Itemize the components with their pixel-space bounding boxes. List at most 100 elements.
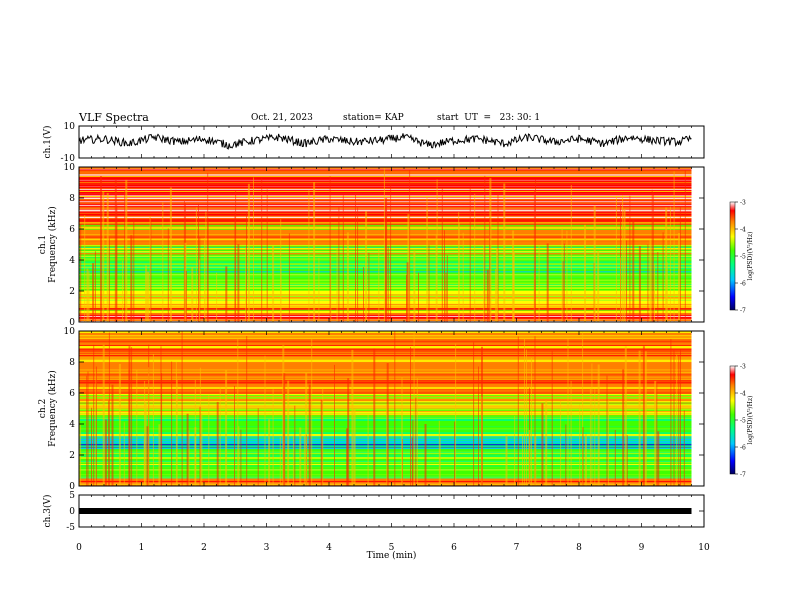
spectrogram-streak (454, 421, 456, 486)
spectrogram-streak (365, 211, 368, 322)
spectrogram-stripe (79, 172, 692, 173)
spectrogram-stripe (79, 483, 692, 485)
spectrogram-streak (102, 191, 105, 322)
spectrogram-stripe (79, 335, 692, 337)
x-axis-title: Time (min) (367, 550, 417, 561)
spectrogram-streak (484, 175, 486, 322)
x-tick-label: 5 (389, 543, 395, 553)
spectrogram-streak (657, 252, 659, 322)
spectrogram-streak (632, 220, 635, 322)
spectrogram-streak (288, 233, 290, 322)
spectrogram-streak (368, 252, 370, 322)
spectrogram-stripe (79, 350, 692, 352)
spectrogram-stripe (79, 429, 692, 431)
spectrogram-streak (654, 264, 655, 322)
spectrogram-streak (647, 244, 649, 322)
spectrogram-stripe (79, 451, 692, 453)
spectrogram-streak (489, 217, 491, 322)
spectrogram-streak (582, 427, 584, 486)
spectrogram-streak (136, 369, 138, 486)
spectrogram-ch1 (79, 167, 704, 322)
spectrogram-streak (570, 185, 572, 322)
spectrogram-stripe (79, 433, 692, 434)
spectrogram-streak (322, 388, 324, 486)
spectrogram-streak (86, 268, 89, 322)
spectrogram-stripe (79, 412, 692, 414)
spectrogram-streak (133, 218, 135, 322)
spectrogram-streak (435, 235, 437, 322)
spectrogram-streak (474, 193, 476, 322)
spectrogram-stripe (79, 457, 692, 459)
spectrogram-streak (436, 179, 438, 322)
spectrogram-streak (406, 262, 409, 322)
spectrogram-streak (410, 346, 411, 486)
spectrogram-streak (264, 355, 266, 486)
spectrogram-streak (158, 424, 161, 486)
spectrogram-streak (351, 349, 354, 486)
spectrogram-stripe (79, 415, 692, 416)
spectrogram-streak (565, 424, 567, 486)
spectrogram-streak (111, 384, 114, 486)
spectrogram-streak (261, 178, 263, 322)
spectrogram-stripe (79, 167, 692, 169)
spectrogram-stripe (79, 450, 692, 451)
spectrogram-stripe (79, 184, 692, 186)
colorbar-tick-label: -7 (740, 472, 746, 479)
spectrogram-streak (162, 202, 164, 322)
spectrogram-stripe (79, 167, 692, 169)
spectrogram-streak (662, 232, 664, 322)
spectrogram-streak (649, 239, 652, 322)
spectrogram-streak (413, 331, 415, 486)
spectrogram-stripe (79, 187, 692, 189)
spectrogram-streak (535, 179, 536, 322)
spectrogram-streak (489, 178, 492, 322)
spectrogram-streak (591, 363, 593, 486)
spectrogram-stripe (79, 443, 692, 445)
y-axis-label: ch.2 (38, 399, 48, 418)
spectrogram-stripe (79, 370, 692, 372)
spectrogram-streak (441, 188, 443, 322)
spectrogram-stripe (79, 171, 692, 173)
spectrogram-stripe (79, 189, 692, 191)
spectrogram-streak (445, 272, 447, 322)
spectrogram-stripe (79, 195, 692, 197)
spectrogram-streak (308, 190, 310, 322)
spectrogram-streak (311, 337, 313, 486)
spectrogram-stripe (79, 437, 692, 439)
spectrogram-streak (205, 211, 207, 322)
colorbar (729, 201, 736, 311)
ch3-waveform-line (79, 508, 692, 514)
spectrogram-streak (185, 270, 187, 322)
spectrogram-streak (346, 428, 349, 486)
spectrogram-stripe (79, 470, 692, 472)
spectrogram-streak (418, 272, 419, 322)
spectrogram-streak (93, 344, 95, 486)
spectrogram-streak (567, 338, 569, 486)
spectrogram-streak (91, 407, 92, 486)
spectrogram-streak (409, 170, 411, 322)
spectrogram-streak (657, 431, 660, 486)
spectrogram-streak (629, 195, 631, 322)
spectrogram-stripe (79, 418, 692, 420)
spectrogram-streak (266, 189, 268, 322)
panel-frame (78, 125, 705, 159)
spectrogram-streak (656, 381, 658, 486)
spectrogram-streak (584, 434, 587, 486)
spectrogram-streak (191, 267, 194, 322)
spectrogram-streak (522, 435, 523, 486)
spectrogram-streak (175, 362, 177, 486)
spectrogram-streak (615, 196, 617, 322)
spectrogram-streak (446, 255, 448, 322)
spectrogram-stripe (79, 455, 692, 457)
spectrogram-stripe (79, 459, 692, 461)
spectrogram-stripe (79, 396, 692, 398)
spectrogram-stripe (79, 461, 692, 462)
spectrogram-stripe (79, 332, 692, 333)
spectrogram-streak (473, 342, 475, 486)
colorbar-tick-label: -5 (740, 254, 746, 261)
colorbar-tick-label: -6 (740, 445, 746, 452)
spectrogram-stripe (79, 406, 692, 408)
spectrogram-stripe (79, 447, 692, 449)
spectrogram-streak (415, 397, 417, 486)
